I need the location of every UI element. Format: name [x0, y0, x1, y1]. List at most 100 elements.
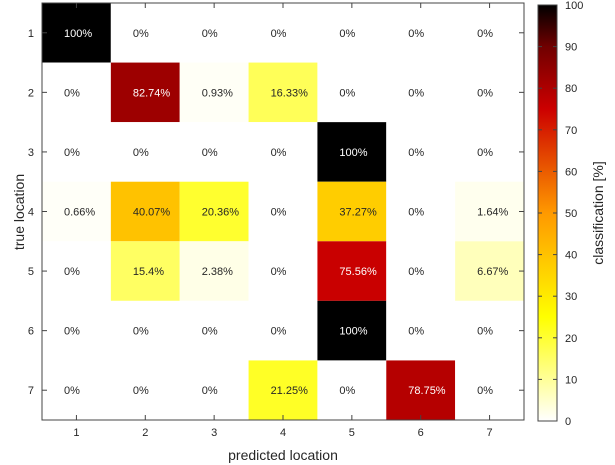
heatmap-cell-label: 0%: [408, 266, 424, 278]
heatmap-cell-label: 20.36%: [202, 207, 240, 219]
x-tick-label: 1: [73, 427, 79, 439]
heatmap-cell-label: 21.25%: [271, 385, 309, 397]
x-tick-labels: 1 2 3 4 5 6 7: [73, 427, 492, 439]
heatmap-cell: [386, 360, 456, 420]
heatmap-cell-label: 0%: [271, 266, 287, 278]
y-tick-label: 6: [28, 326, 34, 338]
heatmap-cell: [248, 241, 318, 301]
heatmap-cell-label: 0.93%: [202, 87, 233, 99]
heatmap-cell: [455, 300, 524, 361]
heatmap-cell: [248, 300, 318, 361]
x-tick-label: 7: [487, 427, 493, 439]
heatmap-cell: [248, 360, 318, 420]
heatmap-cell: [179, 62, 249, 123]
y-tick-label: 5: [28, 266, 34, 278]
heatmap-cell: [110, 62, 180, 123]
heatmap-cell: [248, 3, 318, 63]
heatmap-cell: [386, 241, 456, 301]
heatmap-cell-label: 0%: [64, 385, 80, 397]
heatmap-cell-label: 0%: [271, 207, 287, 219]
heatmap-cell-label: 40.07%: [133, 207, 171, 219]
heatmap-cell-label: 0%: [339, 87, 355, 99]
heatmap-cell-label: 15.4%: [133, 266, 164, 278]
heatmap-cell-label: 0%: [64, 87, 80, 99]
heatmap-cell: [386, 181, 456, 242]
heatmap-cell: [455, 181, 524, 242]
heatmap-cell: [317, 62, 387, 123]
heatmap-cell-label: 0%: [339, 385, 355, 397]
heatmap-cell-label: 0%: [339, 28, 355, 40]
heatmap-cell-label: 0%: [64, 326, 80, 338]
heatmap-cell: [179, 360, 249, 420]
heatmap-cell-label: 0%: [271, 326, 287, 338]
heatmap-cell: [110, 241, 180, 301]
heatmap-cell-label: 0%: [133, 147, 149, 159]
heatmap-cell: [42, 241, 111, 301]
heatmap-cell: [42, 360, 111, 420]
heatmap-cell: [179, 241, 249, 301]
heatmap-cell: [42, 3, 111, 63]
heatmap-cell: [317, 122, 387, 182]
heatmap-cell: [386, 300, 456, 361]
y-axis-label: true location: [11, 174, 27, 250]
y-tick-label: 2: [28, 87, 34, 99]
heatmap-cell: [179, 122, 249, 182]
heatmap-cell: [110, 300, 180, 361]
heatmap-cell-label: 0%: [202, 385, 218, 397]
x-tick-label: 3: [211, 427, 217, 439]
heatmap-cell-label: 0%: [202, 326, 218, 338]
heatmap-cell: [455, 241, 524, 301]
colorbar-tick-label: 60: [565, 166, 577, 178]
heatmap-cell-label: 0%: [133, 28, 149, 40]
x-tick-label: 6: [418, 427, 424, 439]
heatmap-cell: [42, 122, 111, 182]
x-tick-label: 2: [142, 427, 148, 439]
heatmap-cell-label: 0%: [477, 87, 493, 99]
x-tick-label: 4: [280, 427, 286, 439]
y-tick-label: 1: [28, 28, 34, 40]
heatmap-cell: [317, 360, 387, 420]
heatmap-cell-label: 100%: [339, 147, 367, 159]
heatmap-cell-label: 0%: [64, 147, 80, 159]
y-tick-label: 4: [28, 207, 34, 219]
heatmap-cell-label: 0%: [477, 326, 493, 338]
heatmap-cell-label: 0%: [202, 147, 218, 159]
heatmap-cell-labels: 100% 0% 0% 0% 0% 0% 0% 0% 82.74% 0.93% 16.33% 0% 0% 0…: [64, 28, 509, 397]
heatmap-cell: [455, 360, 524, 420]
colorbar-tick-label: 50: [565, 208, 577, 220]
x-axis-label: predicted location: [228, 447, 338, 463]
heatmap-cell: [110, 122, 180, 182]
heatmap-cell-label: 0%: [133, 385, 149, 397]
heatmap-cell: [455, 62, 524, 123]
heatmap-cell-label: 1.64%: [477, 207, 508, 219]
heatmap-cell: [179, 300, 249, 361]
y-tick-labels: 1 2 3 4 5 6 7: [28, 28, 34, 397]
heatmap-cell: [317, 3, 387, 63]
heatmap-cell-label: 0%: [408, 207, 424, 219]
y-tick-label: 3: [28, 147, 34, 159]
heatmap-cell: [42, 181, 111, 242]
heatmap-cell: [110, 360, 180, 420]
heatmap-cell-label: 0%: [477, 28, 493, 40]
colorbar-tick-label: 0: [565, 416, 571, 428]
colorbar-tick-label: 100: [565, 0, 583, 12]
heatmap-cell: [455, 122, 524, 182]
colorbar-tick-label: 40: [565, 250, 577, 262]
heatmap-cell-label: 82.74%: [133, 87, 171, 99]
heatmap-cell: [455, 3, 524, 63]
heatmap-cell: [42, 62, 111, 123]
heatmap-cell-label: 2.38%: [202, 266, 233, 278]
heatmap-cell: [317, 300, 387, 361]
heatmap-cell-label: 0%: [271, 28, 287, 40]
heatmap-cell: [248, 122, 318, 182]
colorbar-tick-label: 70: [565, 125, 577, 137]
y-tick-label: 7: [28, 385, 34, 397]
axis-ticks: [42, 3, 524, 420]
heatmap-cell-label: 0%: [477, 385, 493, 397]
heatmap-cell-label: 0.66%: [64, 207, 95, 219]
heatmap-cell-label: 0%: [271, 147, 287, 159]
heatmap-cell: [386, 3, 456, 63]
heatmap-cell-label: 0%: [408, 326, 424, 338]
x-tick-label: 5: [349, 427, 355, 439]
